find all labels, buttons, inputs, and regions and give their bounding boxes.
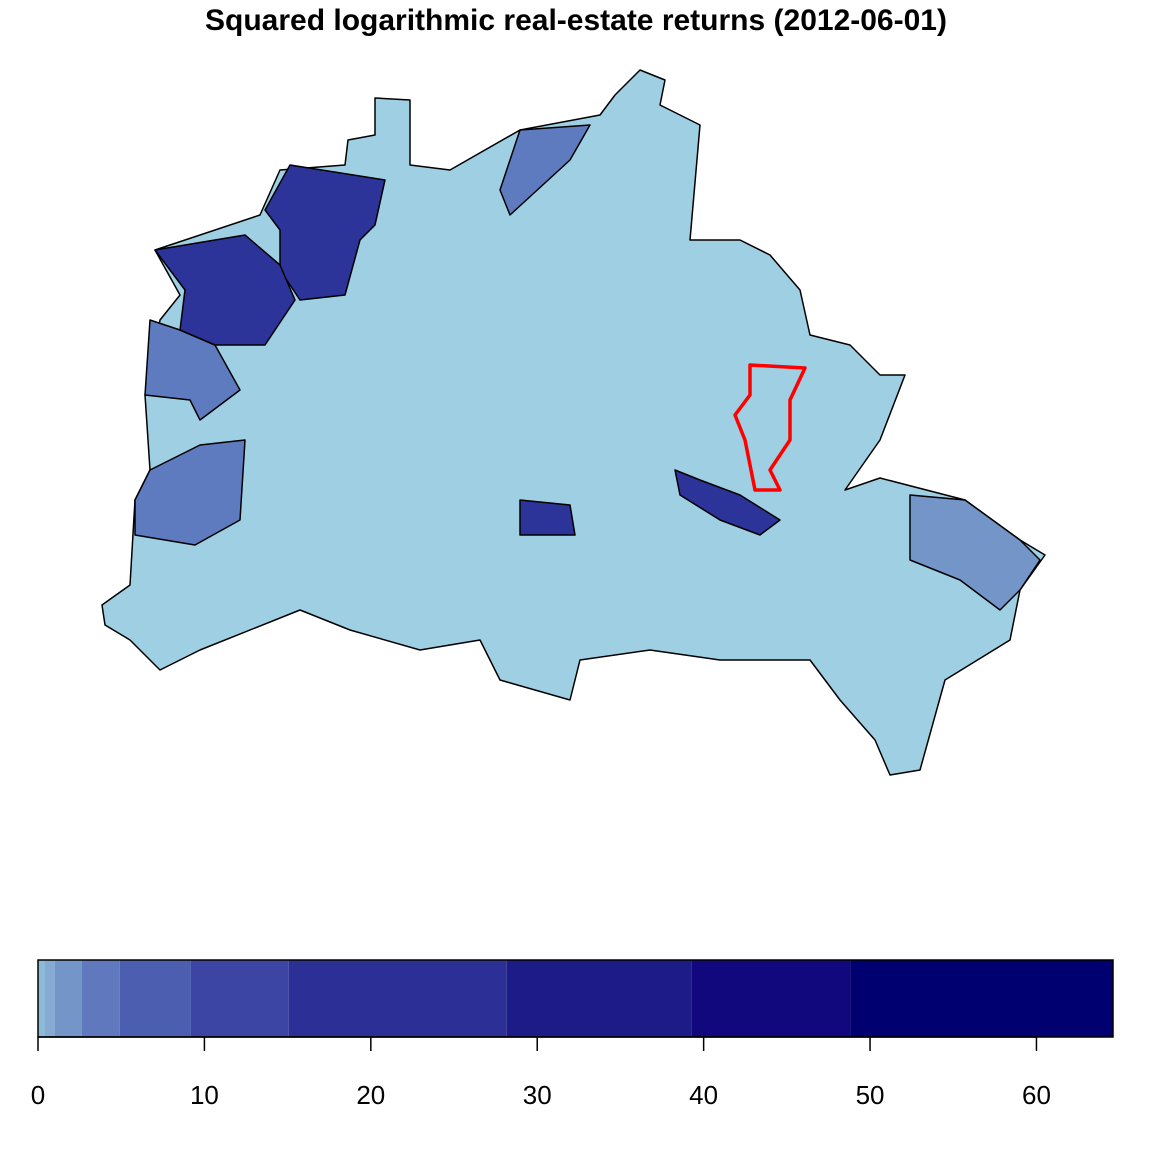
x-tick-label: 10 [190,1080,219,1110]
legend-bin [54,960,82,1037]
legend-bin [119,960,191,1037]
x-tick-label: 30 [523,1080,552,1110]
district [499,124,591,216]
color-legend: 0 10 20 30 40 50 60 [31,959,1114,1110]
legend-bin [850,960,1113,1037]
chart-title: Squared logarithmic real-estate returns … [205,4,947,37]
district [674,469,781,536]
x-tick-label: 0 [31,1080,45,1110]
district [909,494,1041,611]
district [154,234,296,346]
legend-bin [190,960,289,1037]
x-tick-label: 20 [356,1080,385,1110]
legend-bin [38,960,45,1037]
legend-bin [288,960,507,1037]
district [134,439,246,546]
legend-bin [81,960,120,1037]
x-tick-label: 60 [1022,1080,1051,1110]
map [101,69,1046,776]
highlighted-district [733,363,807,492]
legend-bin [506,960,692,1037]
legend-bin [691,960,851,1037]
x-tick-label: 50 [856,1080,885,1110]
x-tick-label: 40 [689,1080,718,1110]
city-outline [101,69,1046,776]
legend-bin [44,960,55,1037]
district [519,499,576,536]
district [264,164,386,301]
